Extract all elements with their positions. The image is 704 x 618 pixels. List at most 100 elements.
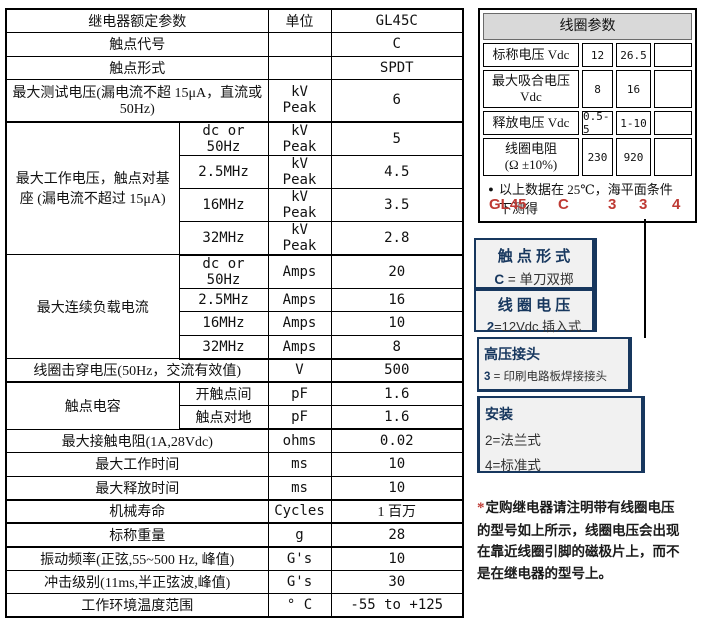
table-row: 振动频率(正弦,55~500 Hz, 峰值) G's 10 (5, 546, 464, 571)
value-cell: 16 (330, 287, 464, 312)
table-row: 最大工作电压，触点对基座 (漏电流不超过 15μA) dc or 50Hz kV… (5, 121, 464, 255)
order-code-model: GL45 (489, 196, 527, 213)
sub-cell: 16MHz (178, 187, 269, 222)
param-cell: 冲击级别(11ms,半正弦波,峰值) (5, 569, 269, 594)
table-row: 最大工作时间 ms 10 (5, 452, 464, 477)
sub-cell: dc or 50Hz (178, 121, 269, 156)
order-box-title: 触 点 形 式 (497, 248, 571, 265)
table-row: 16MHz kV Peak 3.5 (6, 187, 464, 222)
table-row: 最大连续负载电流 dc or 50Hz Amps 20 (5, 254, 464, 359)
coil-value-cell (654, 111, 692, 135)
unit-cell: ms (267, 475, 332, 501)
table-row: 32MHz Amps 8 (6, 334, 464, 360)
coil-value-cell (654, 138, 692, 176)
value-header: GL45C (330, 8, 464, 33)
unit-cell: G's (267, 569, 332, 594)
value-cell: 10 (330, 452, 464, 477)
unit-cell: Amps (267, 311, 332, 336)
sub-cell: 2.5MHz (178, 154, 269, 189)
unit-cell: Amps (267, 334, 332, 360)
coil-param-label: 标称电压 Vdc (483, 43, 579, 67)
sub-cell: 32MHz (178, 334, 269, 360)
unit-cell: g (267, 522, 332, 548)
coil-value-cell: 8 (582, 70, 613, 108)
table-row: 工作环境温度范围 ° C -55 to +125 (5, 593, 464, 618)
order-code-digit: 3 (608, 196, 617, 213)
coil-param-label: 线圈电阻 (Ω ±10%) (483, 138, 579, 176)
coil-value-cell: 16 (616, 70, 651, 108)
value-cell: 1 百万 (330, 499, 464, 524)
option-text: = 单刀双掷 (504, 272, 574, 287)
sub-cell: 16MHz (178, 311, 269, 336)
table-row: 最大吸合电压 Vdc 8 16 (483, 70, 692, 108)
value-cell: 1.6 (330, 381, 464, 406)
value-cell: 3.5 (330, 187, 464, 222)
value-cell: 10 (330, 546, 464, 571)
value-cell: 10 (330, 311, 464, 336)
param-cell: 最大释放时间 (5, 475, 269, 501)
coil-value-cell (654, 43, 692, 67)
coil-note: ● 以上数据在 25℃，海平面条件 下测得 (483, 180, 692, 218)
value-cell: C (330, 32, 464, 57)
coil-parameters-table: 线圈参数 标称电压 Vdc 12 26.5 最大吸合电压 Vdc 8 16 释放… (478, 8, 697, 223)
unit-cell: Amps (267, 254, 332, 289)
coil-value-cell: 1-10 (616, 111, 651, 135)
unit-cell (267, 32, 332, 57)
table-row: 标称重量 g 28 (5, 522, 464, 548)
sub-cell: 2.5MHz (178, 287, 269, 312)
unit-header: 单位 (267, 8, 332, 33)
coil-note-text: 以上数据在 25℃，海平面条件 下测得 (499, 182, 673, 216)
footnote-line: 是在继电器的型号上。 (477, 565, 612, 581)
coil-value-cell: 12 (582, 43, 613, 67)
param-header: 继电器额定参数 (5, 8, 269, 33)
table-row: 触点对地 pF 1.6 (6, 405, 464, 430)
order-box-mounting: 安装 2=法兰式 4=标准式 (477, 396, 645, 473)
unit-cell: V (267, 358, 332, 383)
unit-cell (267, 55, 332, 80)
table-row: 16MHz Amps 10 (6, 311, 464, 336)
group-cell: 触点电容 (5, 381, 180, 430)
sub-cell: 32MHz (178, 220, 269, 256)
table-row: 线圈电阻 (Ω ±10%) 230 920 (483, 138, 692, 176)
order-box-option: 2=法兰式 (485, 433, 541, 448)
table-row: 32MHz kV Peak 2.8 (6, 220, 464, 256)
ordering-panel: 线圈参数 标称电压 Vdc 12 26.5 最大吸合电压 Vdc 8 16 释放… (474, 0, 704, 581)
footnote-line: *定购继电器请注明带有线圈电压 (477, 497, 703, 520)
order-code-digit: 4 (672, 196, 681, 213)
value-cell: 30 (330, 569, 464, 594)
param-cell: 最大测试电压(漏电流不超 15μA，直流或50Hz) (5, 79, 269, 123)
option-key: C (494, 272, 505, 287)
table-row: 2.5MHz kV Peak 4.5 (6, 154, 464, 189)
value-cell: SPDT (330, 55, 464, 80)
order-box-title: 线 圈 电 压 (497, 297, 571, 314)
code-connector-line (644, 219, 646, 338)
unit-cell: ° C (267, 593, 332, 618)
table-row: 释放电压 Vdc 0.5-5 1-10 (483, 110, 692, 136)
param-cell: 触点形式 (5, 55, 269, 80)
table-header-row: 继电器额定参数 单位 GL45C (5, 8, 464, 33)
order-code-digit: 3 (639, 196, 648, 213)
sub-cell: dc or 50Hz (178, 254, 269, 289)
unit-cell: G's (267, 546, 332, 571)
bullet-icon: ● (488, 184, 494, 194)
coil-param-label: 最大吸合电压 Vdc (483, 70, 579, 108)
value-cell: 8 (330, 334, 464, 360)
table-row: 线圈击穿电压(50Hz，交流有效值) V 500 (5, 358, 464, 383)
sub-cell: 开触点间 (178, 381, 269, 406)
footnote: *定购继电器请注明带有线圈电压 的型号如上所示，线圈电压会出现 在靠近线圈引脚的… (477, 497, 703, 584)
value-cell: 10 (330, 475, 464, 501)
param-cell: 工作环境温度范围 (5, 593, 269, 618)
unit-cell: pF (267, 405, 332, 430)
unit-cell: kV Peak (267, 187, 332, 222)
unit-cell: Cycles (267, 499, 332, 524)
group-cell: 最大连续负载电流 (5, 254, 180, 359)
footnote-star: * (477, 500, 485, 516)
order-box-title: 安装 (485, 406, 513, 422)
value-cell: -55 to +125 (330, 593, 464, 618)
value-cell: 28 (330, 522, 464, 548)
order-box-option: 4=标准式 (485, 458, 541, 473)
table-row: 触点代号 C (5, 32, 464, 57)
table-row: 冲击级别(11ms,半正弦波,峰值) G's 30 (5, 569, 464, 594)
order-box-option: 2=12Vdc 插入式 (476, 316, 592, 335)
table-row: 最大释放时间 ms 10 (5, 475, 464, 501)
